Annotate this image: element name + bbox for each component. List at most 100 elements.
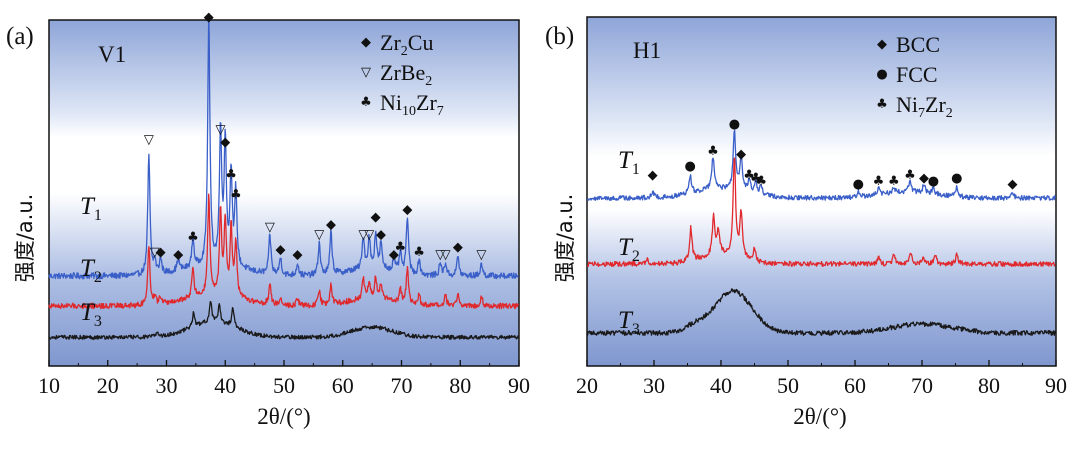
legend-symbol-icon: ●: [876, 67, 887, 82]
series-line-t1: [586, 129, 1057, 201]
panel-label-b: (b): [545, 23, 574, 50]
series-line-t3: [586, 288, 1057, 337]
diamond-marker: ◆: [326, 218, 336, 233]
club-marker: ♣: [750, 171, 762, 186]
diamond-marker: ◆: [173, 248, 183, 263]
diamond-marker: ◆: [1007, 177, 1017, 192]
circle-marker: ●: [928, 174, 939, 189]
x-tick-label: 40: [710, 373, 732, 398]
legend-symbol-icon: ♣: [876, 97, 888, 112]
legend-a: ◆ Zr2Cu ▽ ZrBe2 ♣ Ni10Zr7: [360, 30, 444, 119]
panel-label-a: (a): [6, 23, 34, 50]
x-tick-label: 90: [508, 373, 530, 398]
legend-symbol-icon: ◆: [361, 35, 371, 50]
x-tick-label: 70: [391, 373, 413, 398]
club-marker: ♣: [888, 174, 900, 189]
peak-markers-a: ▽▽◆ ◆♣◆▽◆♣♣▽◆ ◆▽◆▽▽◆◆◆♣◆♣ ▽▽ ◆ ▽: [144, 10, 487, 263]
series-label-t2: T2: [618, 234, 640, 265]
legend-label: Ni7Zr2: [896, 92, 953, 121]
circle-marker: ●: [951, 171, 962, 186]
circle-marker: ●: [853, 177, 864, 192]
series-group-b: [586, 129, 1057, 337]
club-marker: ♣: [225, 168, 237, 183]
x-axis-label-b: 2θ/(°): [793, 404, 846, 429]
series-line-t1: [48, 16, 519, 280]
legend-item: ● FCC: [876, 62, 937, 87]
legend-b: ◆ BCC ● FCC ♣ Ni7Zr2: [876, 32, 953, 121]
triangle-marker: ▽: [476, 248, 486, 263]
x-tick-label: 20: [97, 373, 119, 398]
x-tick-label: 20: [576, 373, 598, 398]
legend-symbol-icon: ♣: [360, 95, 372, 110]
x-axis-label-a: 2θ/(°): [257, 404, 310, 429]
legend-item: ◆ Zr2Cu: [361, 30, 433, 59]
series-group-a: [48, 16, 520, 340]
diamond-marker: ◆: [156, 245, 166, 260]
y-axis-label-b: 强度/a.u.: [553, 194, 577, 283]
circle-marker: ●: [685, 159, 696, 174]
peak-markers-b: ◆●♣●◆♣♣♣ ● ♣ ♣ ♣ ◆● ● ◆: [648, 117, 1018, 192]
series-label-t3: T3: [80, 299, 102, 330]
series-label-t1: T1: [80, 193, 102, 224]
x-tick-label: 50: [273, 373, 295, 398]
club-marker: ♣: [707, 144, 719, 159]
sample-label-b: H1: [633, 38, 661, 63]
triangle-marker: ▽: [150, 245, 160, 260]
series-label-t2: T2: [80, 255, 102, 286]
x-tick-label: 80: [978, 373, 1000, 398]
x-tick-label: 10: [38, 373, 60, 398]
club-marker: ♣: [873, 174, 885, 189]
panel-a: (a) V1 ▽▽◆ ◆♣◆▽◆♣♣▽◆ ◆▽◆▽▽◆◆◆♣◆♣ ▽▽ ◆ ▽ T1T2T…: [6, 10, 530, 429]
triangle-marker: ▽: [441, 248, 451, 263]
x-tick-label: 60: [844, 373, 866, 398]
series-labels-a: T1 T2 T3: [80, 193, 102, 330]
legend-item: ◆ BCC: [877, 32, 940, 57]
triangle-marker: ▽: [364, 228, 374, 243]
triangle-marker: ▽: [216, 123, 226, 138]
club-marker: ♣: [743, 168, 755, 183]
plot-area-a: [48, 19, 520, 367]
triangle-marker: ▽: [358, 228, 368, 243]
x-axis-b: 20 30 40 50 60 70 80 90: [576, 360, 1067, 398]
x-tick-label: 50: [777, 373, 799, 398]
legend-label: BCC: [896, 32, 940, 57]
diamond-marker: ◆: [376, 228, 386, 243]
legend-item: ▽ ZrBe2: [361, 60, 432, 89]
series-line-t2: [586, 157, 1056, 268]
diamond-marker: ◆: [453, 240, 463, 255]
series-labels-b: T1 T2 T3: [618, 147, 640, 338]
legend-symbol-icon: ▽: [361, 65, 371, 80]
legend-label: FCC: [896, 62, 938, 87]
club-marker: ♣: [904, 168, 916, 183]
legend-label: Zr2Cu: [380, 30, 433, 59]
diamond-marker: ◆: [389, 248, 399, 263]
x-tick-label: 30: [643, 373, 665, 398]
legend-item: ♣ Ni7Zr2: [876, 92, 953, 121]
diamond-marker: ◆: [293, 248, 303, 263]
plot-area-b: [586, 16, 1057, 367]
club-marker: ♣: [230, 188, 242, 203]
triangle-marker: ▽: [265, 220, 275, 235]
club-marker: ♣: [755, 174, 767, 189]
triangle-marker: ▽: [435, 248, 445, 263]
diamond-marker: ◆: [275, 243, 285, 258]
legend-symbol-icon: ◆: [877, 37, 887, 52]
x-tick-label: 90: [1045, 373, 1067, 398]
series-line-t3: [48, 300, 520, 340]
triangle-marker: ▽: [314, 228, 324, 243]
legend-item: ♣ Ni10Zr7: [360, 90, 444, 119]
x-tick-label: 80: [449, 373, 471, 398]
legend-label: ZrBe2: [380, 60, 432, 89]
diamond-marker: ◆: [736, 147, 746, 162]
x-tick-label: 30: [156, 373, 178, 398]
diamond-marker: ◆: [648, 168, 658, 183]
x-tick-label: 60: [332, 373, 354, 398]
circle-marker: ●: [729, 117, 740, 132]
club-marker: ♣: [394, 240, 406, 255]
diamond-marker: ◆: [919, 171, 929, 186]
triangle-marker: ▽: [144, 133, 154, 148]
x-axis-a: 10 20 30 40 50 60 70 80 90: [38, 360, 530, 398]
diamond-marker: ◆: [371, 210, 381, 225]
club-marker: ♣: [413, 245, 425, 260]
x-tick-label: 70: [911, 373, 933, 398]
